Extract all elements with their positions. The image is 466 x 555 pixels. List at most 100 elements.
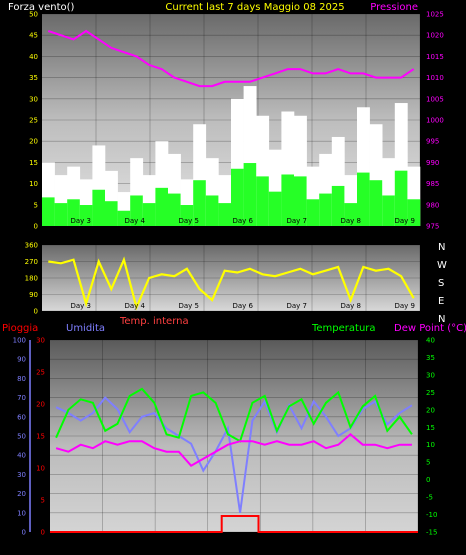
wind-strength-axis: 0 5 10 15 20 25 30 35 40 45 50 <box>29 11 38 231</box>
wind-bar-lower <box>54 203 68 226</box>
tick-label: 10 <box>36 465 45 473</box>
wind-bar-lower <box>155 187 169 226</box>
tick-label: 270 <box>25 258 38 266</box>
temperature-line <box>55 387 413 443</box>
wind-direction-plot-area <box>42 245 420 311</box>
tick-label: 20 <box>426 406 435 414</box>
compass-letters: N W S E N <box>437 242 447 325</box>
dew-point-label: Dew Point (°C) <box>394 323 466 334</box>
tick-label: 40 <box>17 452 26 460</box>
wind-direction-line <box>48 256 415 311</box>
compass-letter: N <box>438 242 445 253</box>
wind-bar-lower <box>281 174 295 226</box>
day-label: Day 6 <box>235 538 256 546</box>
tick-label: 25 <box>29 117 38 125</box>
tick-label: 0 <box>426 476 430 484</box>
day-label: Day 7 <box>287 538 308 546</box>
wind-bar-lower <box>105 201 118 226</box>
tick-label: -5 <box>426 494 433 502</box>
day-label: Day 9 <box>394 217 415 225</box>
tick-label: 35 <box>426 354 435 362</box>
wind-bar-lower <box>243 163 257 226</box>
tick-label: 5 <box>426 459 430 467</box>
wind-bar-lower <box>142 203 156 226</box>
tick-label: 40 <box>426 337 435 345</box>
tick-label: 1000 <box>426 117 444 125</box>
day-label: Day 7 <box>286 217 307 225</box>
tick-label: 45 <box>29 32 38 40</box>
compass-letter: W <box>437 260 447 271</box>
wind-bar-lower <box>357 172 370 226</box>
tick-label: 25 <box>426 389 435 397</box>
tick-label: 50 <box>17 433 26 441</box>
tick-label: 20 <box>17 490 26 498</box>
inside-temp-label: Temp. interna <box>119 316 189 327</box>
wind-bar-lower <box>218 203 232 226</box>
day-label: Day 3 <box>70 302 91 310</box>
wind-bar-lower <box>407 199 421 226</box>
tick-label: 30 <box>36 337 45 345</box>
tick-label: 70 <box>17 394 26 402</box>
wind-bar-lower <box>79 205 93 226</box>
tick-label: 20 <box>29 138 38 146</box>
tick-label: 10 <box>29 180 38 188</box>
wind-bar-lower <box>294 176 307 226</box>
pressure-axis: 975 980 985 990 995 1000 1005 1010 1015 1020 1025 <box>426 11 444 231</box>
tick-label: 5 <box>41 497 45 505</box>
tick-label: 10 <box>17 509 26 517</box>
tick-label: 15 <box>36 433 45 441</box>
tick-label: 30 <box>426 371 435 379</box>
day-label: Day 4 <box>130 538 151 546</box>
day-label: Day 4 <box>124 217 145 225</box>
tick-label: -10 <box>426 511 437 519</box>
wind-bar-lower <box>394 170 408 226</box>
wind-bar-lower <box>369 180 383 226</box>
day-label: Day 8 <box>340 217 361 225</box>
tick-label: 50 <box>29 11 38 19</box>
day-label: Day 5 <box>182 538 203 546</box>
tick-label: 35 <box>29 74 38 82</box>
tick-label: 975 <box>426 223 439 231</box>
tick-label: -15 <box>426 529 437 537</box>
wind-bar-lower <box>205 195 219 226</box>
tick-label: 0 <box>34 308 38 316</box>
tick-label: 100 <box>13 337 26 345</box>
temperature-axis: -15 -10 -5 0 5 10 15 20 25 30 35 40 <box>426 337 437 537</box>
wind-bar-lower <box>268 191 282 226</box>
tick-label: 995 <box>426 138 439 146</box>
tick-label: 15 <box>29 159 38 167</box>
tick-label: 60 <box>17 413 26 421</box>
wind-bar-lower <box>344 203 358 226</box>
tick-label: 0 <box>22 529 26 537</box>
tick-label: 1025 <box>426 11 444 19</box>
tick-label: 1010 <box>426 74 444 82</box>
tick-label: 990 <box>426 159 439 167</box>
wind-bar-lower <box>306 199 320 226</box>
tick-label: 15 <box>426 424 435 432</box>
humidity-label: Umidita <box>66 323 105 334</box>
compass-letter: E <box>438 296 444 307</box>
tick-label: 40 <box>29 53 38 61</box>
pressure-line <box>47 29 415 88</box>
tick-label: 5 <box>34 201 38 209</box>
tick-label: 80 <box>17 375 26 383</box>
wind-pressure-day-labels: Day 3 Day 4 Day 5 Day 6 Day 7 Day 8 Day 9 <box>70 217 415 225</box>
tick-label: 980 <box>426 201 439 209</box>
tick-label: 1020 <box>426 32 444 40</box>
wind-bar-lower <box>180 205 194 226</box>
day-label: Day 8 <box>340 302 361 310</box>
climate-plot-area <box>50 340 418 532</box>
wind-bar-lower <box>117 210 131 226</box>
dew-point-line <box>55 432 412 467</box>
rain-line <box>50 515 418 533</box>
tick-label: 0 <box>34 223 38 231</box>
wind-bar-lower <box>193 180 207 226</box>
wind-bar-lower <box>67 199 81 226</box>
chart-title: Current last 7 days Maggio 08 2025 <box>165 2 344 13</box>
day-label: Day 3 <box>77 538 98 546</box>
wind-strength-label: Forza vento() <box>8 2 75 13</box>
tick-label: 25 <box>36 369 45 377</box>
day-label: Day 3 <box>70 217 91 225</box>
tick-label: 360 <box>25 242 38 250</box>
wind-bar-lower <box>256 176 270 226</box>
